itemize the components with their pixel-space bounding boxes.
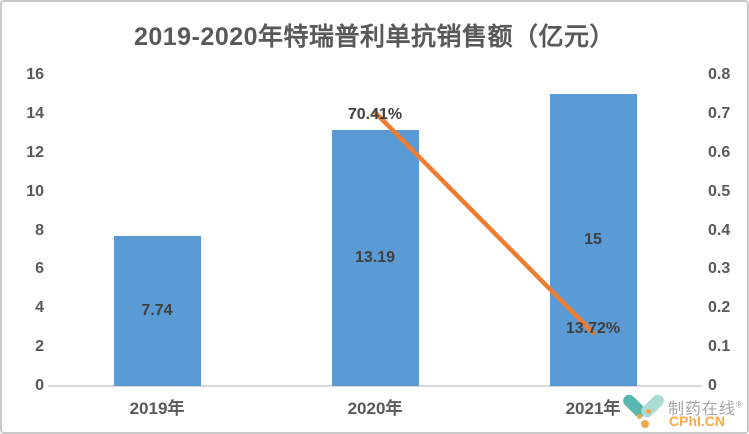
dot-icon <box>637 414 642 419</box>
bar-value-label: 7.74 <box>141 301 173 319</box>
dot-icon <box>646 409 651 414</box>
y-axis-right-tick: 0.4 <box>708 221 731 239</box>
y-axis-left-tick: 10 <box>26 182 44 200</box>
watermark-brand-text: 制药在线 <box>668 401 737 418</box>
y-axis-right-tick: 0.3 <box>708 260 731 278</box>
growth-point-label: 13.72% <box>565 319 621 337</box>
growth-point-label: 70.41% <box>347 106 403 124</box>
sales-bar <box>113 235 201 386</box>
dot-icon <box>641 420 649 428</box>
y-axis-left-tick: 4 <box>35 299 44 317</box>
capsule-icon <box>638 392 667 420</box>
y-axis-right-tick: 0.1 <box>708 338 731 356</box>
y-axis-left-tick: 16 <box>26 66 44 83</box>
watermark: 制药在线® CPhI.CN <box>618 391 747 432</box>
y-axis-right-tick: 0.2 <box>708 299 731 317</box>
y-axis-right-tick: 0.6 <box>708 143 731 161</box>
y-axis-right-tick: 0.8 <box>708 66 731 83</box>
bar-value-label: 15 <box>584 231 602 249</box>
chart-title: 2019-2020年特瑞普利单抗销售额（亿元） <box>133 23 616 51</box>
y-axis-right-tick: 0 <box>708 377 717 394</box>
y-axis-left-tick: 6 <box>35 260 44 278</box>
y-axis-right-tick: 0.5 <box>708 182 731 200</box>
y-axis-left-tick: 0 <box>35 377 44 394</box>
y-axis-right-tick: 0.7 <box>708 104 731 122</box>
registered-mark: ® <box>736 399 744 410</box>
bar-value-label: 13.19 <box>354 248 396 266</box>
x-axis-category-label: 2020年 <box>347 399 403 418</box>
watermark-brand: 制药在线® <box>668 395 744 419</box>
y-axis-left-tick: 14 <box>26 104 44 122</box>
y-axis-left-tick: 8 <box>35 221 44 239</box>
x-axis-line <box>48 385 702 387</box>
watermark-domain: CPhI.CN <box>669 413 725 429</box>
x-axis-category-label: 2021年 <box>565 399 621 418</box>
x-axis-category-label: 2019年 <box>129 399 185 418</box>
y-axis-left-tick: 12 <box>26 143 44 161</box>
y-axis-left-tick: 2 <box>35 338 44 356</box>
